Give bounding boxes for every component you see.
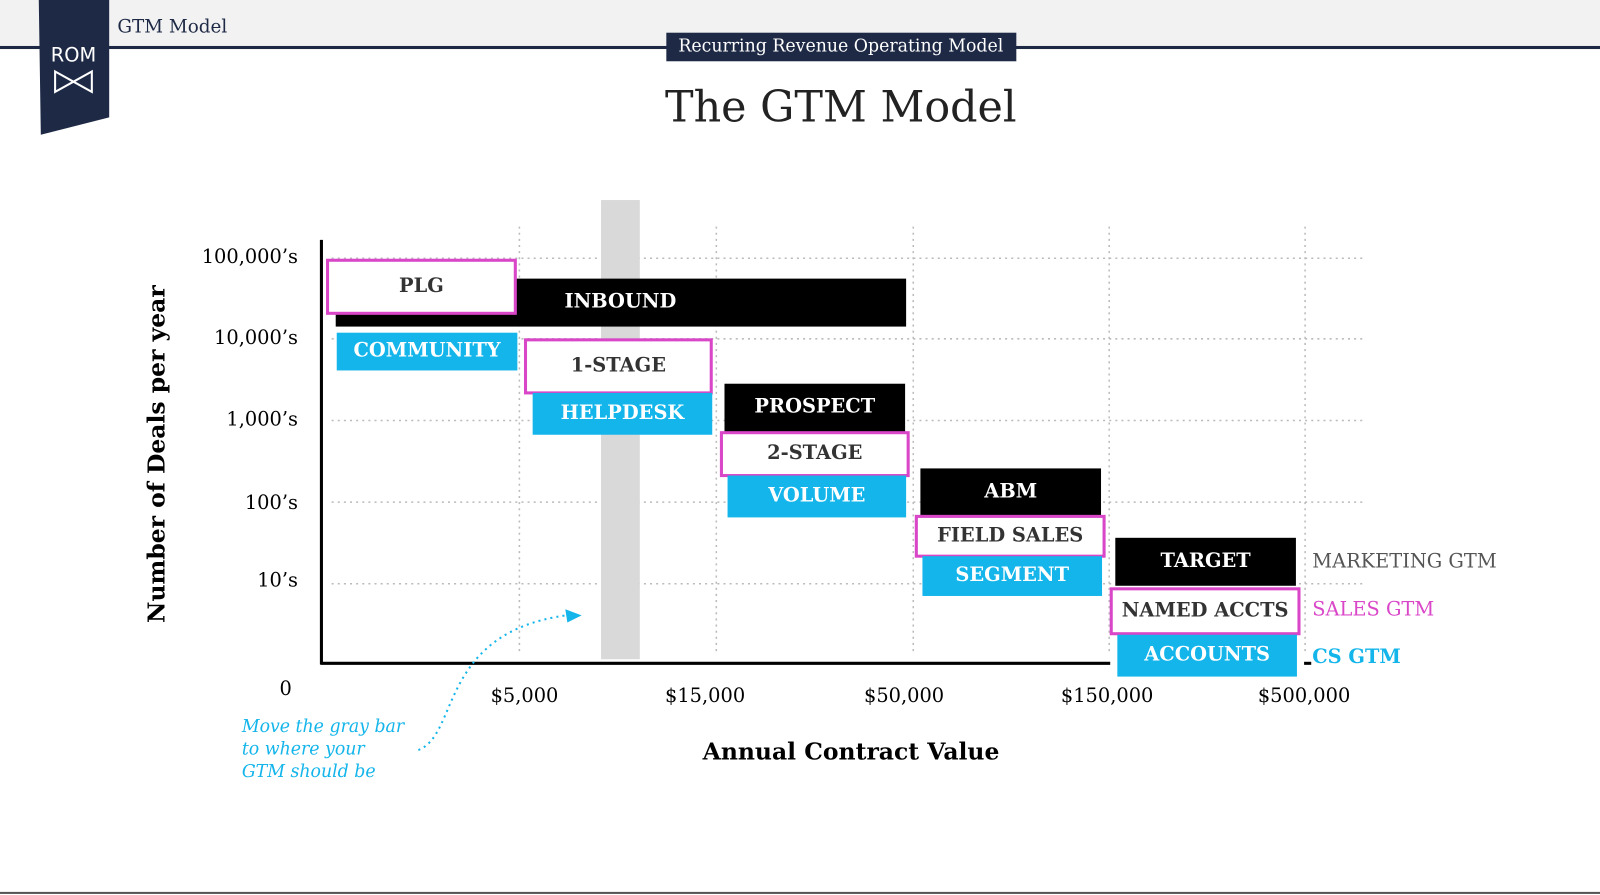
legend-label: CS GTM	[1312, 645, 1401, 668]
origin-label: 0	[280, 677, 292, 700]
cs-box	[336, 332, 518, 371]
annotation-line: GTM should be	[242, 762, 376, 782]
x-tick-label: $50,000	[864, 684, 944, 707]
sales-box	[326, 258, 517, 315]
sales-box	[1109, 587, 1301, 636]
y-tick-label: 100’s	[245, 491, 298, 514]
annotation-line: to where your	[242, 740, 367, 760]
marketing-box	[1115, 537, 1296, 586]
y-axis-title: Number of Deals per year	[143, 285, 171, 623]
x-tick-label: $500,000	[1258, 684, 1350, 707]
box-label: PLG	[399, 274, 444, 297]
logo-ribbon	[38, 0, 110, 135]
sales-box	[914, 514, 1106, 558]
slide-title: The GTM Model	[665, 82, 1017, 132]
y-tick-label: 10,000’s	[214, 326, 298, 349]
sales-box	[719, 431, 910, 478]
box-label: 1-STAGE	[571, 353, 666, 376]
x-axis-title: Annual Contract Value	[702, 738, 1000, 766]
footer-rule	[0, 891, 1600, 894]
boxes: INBOUND PROSPECT ABM TARGET PLG 1-STAGE 2-STAG…	[326, 258, 1301, 677]
box-label: PROSPECT	[754, 395, 875, 418]
box-label: FIELD SALES	[937, 523, 1083, 546]
cs-box	[532, 392, 713, 435]
cs-box	[727, 475, 907, 518]
sales-box	[523, 338, 713, 395]
logo-icon	[54, 69, 93, 94]
x-tick-label: $5,000	[491, 684, 559, 707]
box-label: SEGMENT	[955, 563, 1069, 586]
y-tick-label: 100,000’s	[202, 245, 298, 268]
box-label: TARGET	[1160, 549, 1251, 572]
legend-label: MARKETING GTM	[1312, 549, 1496, 572]
banner-text: Recurring Revenue Operating Model	[678, 36, 1003, 56]
cs-box	[922, 556, 1103, 596]
box-label: NAMED ACCTS	[1122, 598, 1289, 621]
y-tick-label: 10’s	[257, 569, 298, 592]
annotation-arrow	[418, 614, 567, 752]
marketing-box	[920, 468, 1102, 517]
legend-label: SALES GTM	[1312, 597, 1434, 620]
marketing-box	[724, 383, 906, 432]
box-label: HELPDESK	[561, 401, 686, 424]
box-label: VOLUME	[767, 483, 865, 506]
annotation-line: Move the gray bar	[241, 717, 406, 737]
banner	[666, 32, 1017, 62]
box-label: 2-STAGE	[767, 441, 862, 464]
x-tick-label: $150,000	[1061, 684, 1153, 707]
box-label: COMMUNITY	[353, 339, 501, 362]
y-tick-label: 1,000’s	[226, 407, 298, 430]
arrow-head	[565, 609, 582, 623]
cs-box	[1117, 634, 1297, 677]
box-label: INBOUND	[565, 290, 677, 313]
x-tick-label: $15,000	[665, 684, 745, 707]
box-label: ABM	[983, 479, 1037, 502]
box-label: ACCOUNTS	[1143, 643, 1270, 666]
logo-text: ROM	[51, 44, 96, 67]
section-label: GTM Model	[117, 17, 227, 38]
